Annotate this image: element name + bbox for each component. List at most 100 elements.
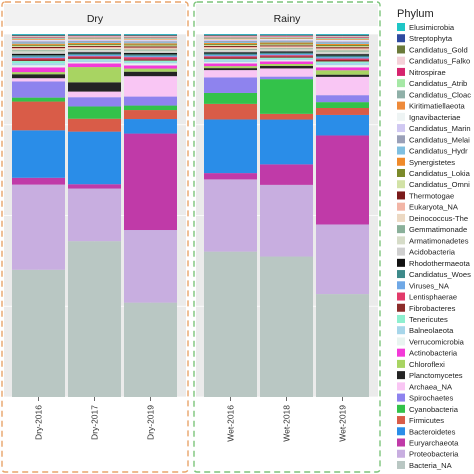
bar-segment-Candidatus_Goldbacteria <box>260 35 313 36</box>
legend-label: Nitrospirae <box>409 68 446 77</box>
bar-segment-Chloroflexi <box>12 72 65 75</box>
bar-segment-Candidatus_Atribacteria <box>68 37 121 38</box>
bar-segment-Archaea_NA <box>12 78 65 82</box>
bar-segment-Rhodothermaeota <box>316 54 369 56</box>
legend-label: Euryarchaeota <box>409 439 459 448</box>
bar-segment-Eukaryota_NA <box>316 48 369 50</box>
bar-segment-Verrucomicrobia <box>260 60 313 62</box>
bar-segment-Proteobacteria <box>12 184 65 270</box>
bar-segment-Candidatus_Omnitrophica <box>68 44 121 46</box>
bar-segment-Thermotogae <box>124 46 177 48</box>
bar-segment-Firmicutes <box>316 107 369 115</box>
bar-segment-Bacteroidetes <box>12 130 65 178</box>
bar-segment-Ignavibacteriae <box>204 39 257 40</box>
bar-segment-Balneolaeota <box>12 63 65 66</box>
bar-segment-Firmicutes <box>124 110 177 120</box>
legend-item: Gemmatimonade <box>397 225 467 234</box>
legend-swatch <box>397 393 405 402</box>
x-tick-label: Dry-2019 <box>146 405 156 440</box>
legend-title: Phylum <box>397 8 434 20</box>
legend-swatch <box>397 416 405 425</box>
legend-label: Candidatus_Melai <box>409 135 470 144</box>
bar-segment-Verrucomicrobia <box>124 63 177 66</box>
bar-segment-Archaea_NA <box>68 91 121 98</box>
legend-item: Bacteroidetes <box>397 427 456 436</box>
legend-item: Deinococcus-The <box>397 213 468 223</box>
bar-segment-Candidatus_Hydrogenedentes <box>260 41 313 43</box>
legend-label: Candidatus_Marin <box>409 124 471 133</box>
legend-swatch <box>397 449 405 458</box>
bar-segment-Gemmatimonadetes <box>204 48 257 50</box>
bar-segment-Candidatus_Melainabacteria <box>12 41 65 43</box>
bar-segment-Bacteria_NA <box>12 269 65 397</box>
legend-label: Deinococcus-The <box>409 214 468 223</box>
bar-segment-Chloroflexi <box>68 67 121 83</box>
legend-swatch <box>397 34 405 43</box>
legend-swatch <box>397 258 405 267</box>
legend-item: Archaea_NA <box>397 382 453 391</box>
bar-segment-Nitrospirae <box>260 36 313 38</box>
legend-swatch <box>397 157 405 166</box>
bar-segment-Synergistetes <box>124 43 177 45</box>
bar-segment-Candidatus_Omnitrophica <box>124 45 177 47</box>
bar-segment-Candidatus_Atribacteria <box>124 37 177 39</box>
bar-segment-Euryarchaeota <box>260 164 313 185</box>
bar-segment-Ignavibacteriae <box>260 39 313 40</box>
legend-label: Eukaryota_NA <box>409 203 459 212</box>
bar-segment-Gemmatimonadetes <box>68 48 121 50</box>
bar-segment-Tenericutes <box>124 60 177 63</box>
legend-label: Acidobacteria <box>409 248 456 257</box>
bar-segment-Fibrobacteres <box>204 57 257 59</box>
bar-segment-Eukaryota_NA <box>124 47 177 49</box>
legend-item: Candidatus_Omni <box>397 180 470 189</box>
bar-segment-Chloroflexi <box>204 66 257 69</box>
legend-item: Bacteria_NA <box>397 460 453 470</box>
bar-segment-Eukaryota_NA <box>68 46 121 48</box>
bar-segment-Proteobacteria <box>316 224 369 295</box>
legend-label: Streptophyta <box>409 34 453 43</box>
bar-segment-Candidatus_Marinimicrobia <box>12 40 65 42</box>
bar-segment-Candidatus_Melainabacteria <box>68 40 121 42</box>
bar-segment-Ignavibacteriae <box>316 39 369 41</box>
legend-swatch <box>397 23 405 31</box>
legend-item: Thermotogae <box>397 191 454 200</box>
bar-segment-Viruses_NA <box>316 57 369 59</box>
bar-stack-Dry-2016 <box>12 34 65 397</box>
bar-segment-Proteobacteria <box>124 230 177 303</box>
bar-segment-Elusimicrobia <box>68 34 121 35</box>
bar-segment-Euryarchaeota <box>68 184 121 189</box>
bar-segment-Verrucomicrobia <box>316 65 369 68</box>
bar-segment-Candidatus_Cloacimonetes <box>260 37 313 39</box>
legend-item: Candidatus_Lokia <box>397 168 471 178</box>
legend-swatch <box>397 247 405 256</box>
bar-segment-Bacteroidetes <box>316 114 369 136</box>
bar-segment-Rhodothermaeota <box>12 53 65 56</box>
bar-segment-Archaea_NA <box>124 76 177 97</box>
bar-segment-Cyanobacteria <box>68 106 121 119</box>
bar-segment-Balneolaeota <box>68 60 121 63</box>
legend-swatch <box>397 404 405 413</box>
legend-item: Actinobacteria <box>397 348 458 358</box>
bar-segment-Spirochaetes <box>12 81 65 98</box>
bar-segment-Actinobacteria <box>68 63 121 68</box>
bar-segment-Euryarchaeota <box>124 133 177 231</box>
bar-segment-Candidatus_Goldbacteria <box>12 35 65 37</box>
bar-segment-Deinococcus-Thermus <box>68 47 121 49</box>
bar-segment-Ignavibacteriae <box>124 39 177 41</box>
bar-stack-Dry-2019 <box>124 34 177 397</box>
legend-item: Kiritimatiellaeota <box>397 101 465 111</box>
bar-segment-Candidatus_Goldbacteria <box>204 35 257 36</box>
bar-segment-Streptophyta <box>124 34 177 36</box>
legend-item: Eukaryota_NA <box>397 202 459 212</box>
legend-swatch <box>397 213 405 222</box>
bar-segment-Spirochaetes <box>68 97 121 107</box>
bar-segment-Chloroflexi <box>260 63 313 66</box>
legend-item: Proteobacteria <box>397 449 459 459</box>
bar-segment-Tenericutes <box>316 61 369 63</box>
bar-segment-Tenericutes <box>68 58 121 61</box>
legend-swatch <box>397 292 405 301</box>
bar-segment-Thermotogae <box>68 45 121 47</box>
bar-segment-Viruses_NA <box>124 55 177 58</box>
bar-segment-Candidatus_Lokiarchaeota <box>316 44 369 47</box>
bar-segment-Gemmatimonadetes <box>124 49 177 51</box>
